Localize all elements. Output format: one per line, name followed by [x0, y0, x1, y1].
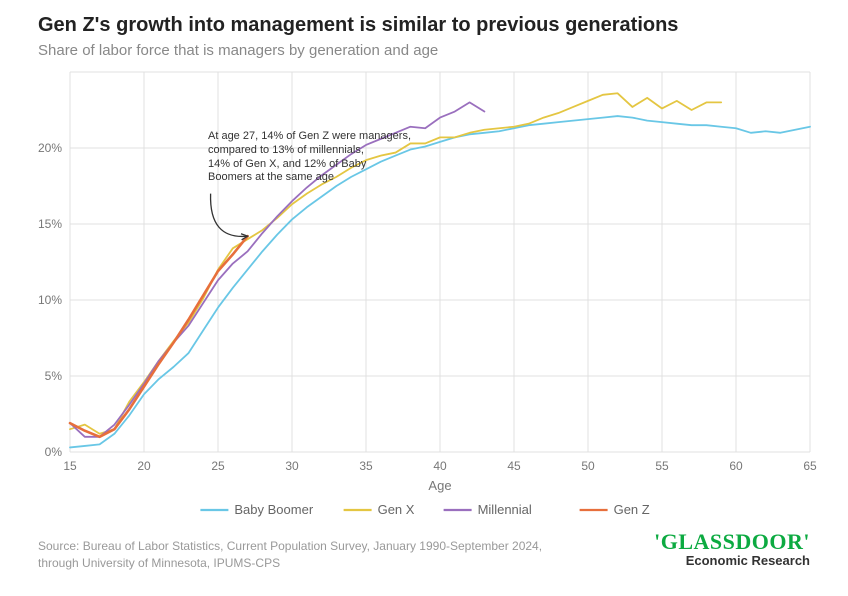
- annotation-arrow: [211, 194, 248, 237]
- legend-item-gen-x: Gen X: [378, 502, 415, 517]
- svg-text:50: 50: [581, 459, 595, 473]
- svg-text:0%: 0%: [45, 445, 63, 459]
- svg-text:45: 45: [507, 459, 521, 473]
- series-gen-z: [70, 236, 248, 437]
- axis-labels: 15 20 25 30 35 40 45 50 55 60 65 0% 5% 10% 15% 20% Age: [38, 141, 817, 493]
- legend-item-millennial: Millennial: [478, 502, 532, 517]
- svg-text:5%: 5%: [45, 369, 63, 383]
- chart-container: { "title": "Gen Z's growth into manageme…: [0, 0, 848, 596]
- svg-text:20%: 20%: [38, 141, 62, 155]
- brand-block: 'GLASSDOOR' Economic Research: [654, 529, 810, 568]
- svg-text:60: 60: [729, 459, 743, 473]
- brand-logo: 'GLASSDOOR': [654, 529, 810, 555]
- legend-item-baby-boomer: Baby Boomer: [234, 502, 313, 517]
- line-chart: 15 20 25 30 35 40 45 50 55 60 65 0% 5% 10% 15% 20% Age Ba…: [0, 0, 848, 596]
- svg-text:55: 55: [655, 459, 669, 473]
- svg-text:15%: 15%: [38, 217, 62, 231]
- svg-text:30: 30: [285, 459, 299, 473]
- source-note: Source: Bureau of Labor Statistics, Curr…: [38, 538, 542, 572]
- svg-text:20: 20: [137, 459, 151, 473]
- svg-text:10%: 10%: [38, 293, 62, 307]
- svg-text:25: 25: [211, 459, 225, 473]
- brand-subtext: Economic Research: [654, 553, 810, 568]
- svg-text:35: 35: [359, 459, 373, 473]
- svg-text:40: 40: [433, 459, 447, 473]
- chart-annotation: At age 27, 14% of Gen Z were managers, c…: [208, 130, 411, 185]
- x-axis-label: Age: [428, 478, 451, 493]
- gridlines: [70, 72, 810, 452]
- legend: Baby Boomer Gen X Millennial Gen Z: [200, 502, 649, 517]
- legend-item-gen-z: Gen Z: [614, 502, 650, 517]
- svg-text:15: 15: [63, 459, 77, 473]
- svg-text:65: 65: [803, 459, 817, 473]
